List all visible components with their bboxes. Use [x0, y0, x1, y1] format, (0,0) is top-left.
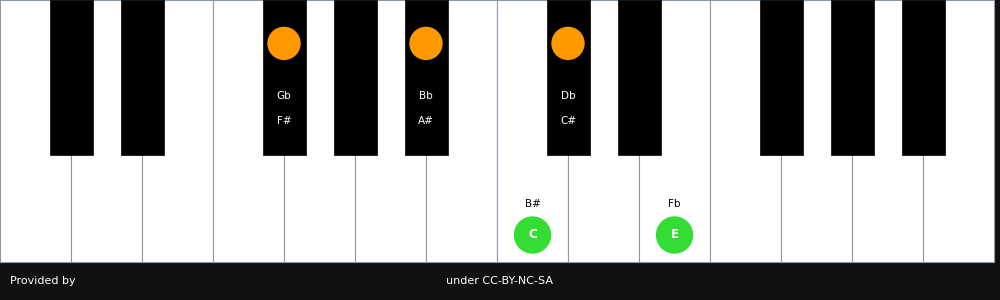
Bar	[830, 0, 874, 155]
Bar	[0, 0, 994, 262]
Circle shape	[410, 27, 442, 59]
Bar	[404, 0, 448, 155]
Bar	[852, 0, 923, 262]
Text: Bb: Bb	[419, 91, 433, 101]
Text: Provided by: Provided by	[10, 276, 76, 286]
Bar	[334, 0, 376, 155]
Text: under CC-BY-NC-SA: under CC-BY-NC-SA	[446, 276, 554, 286]
Circle shape	[514, 217, 550, 253]
Bar	[760, 0, 802, 155]
Bar	[497, 0, 568, 262]
Bar	[546, 0, 590, 155]
Text: C: C	[528, 229, 537, 242]
Circle shape	[552, 27, 584, 59]
Bar	[618, 0, 660, 155]
Circle shape	[656, 217, 692, 253]
Bar	[0, 0, 71, 262]
Bar	[923, 0, 994, 262]
Text: A#: A#	[418, 116, 434, 126]
Text: E: E	[670, 229, 678, 242]
Bar	[284, 0, 355, 262]
Bar	[568, 0, 639, 262]
Bar	[0, 262, 1000, 300]
Bar	[142, 0, 213, 262]
Text: Fb: Fb	[668, 199, 681, 209]
Bar	[120, 0, 164, 155]
Bar	[781, 0, 852, 262]
Text: Db: Db	[561, 91, 575, 101]
Text: Gb: Gb	[277, 91, 291, 101]
Bar	[902, 0, 944, 155]
Circle shape	[268, 27, 300, 59]
Bar	[262, 0, 306, 155]
Bar	[355, 0, 426, 262]
Bar	[639, 0, 710, 262]
Text: F#: F#	[277, 116, 291, 126]
Text: B#: B#	[525, 199, 540, 209]
Bar	[213, 0, 284, 262]
Bar	[426, 0, 497, 262]
Bar	[71, 0, 142, 262]
Bar	[710, 0, 781, 262]
Text: C#: C#	[560, 116, 576, 126]
Bar	[50, 0, 92, 155]
